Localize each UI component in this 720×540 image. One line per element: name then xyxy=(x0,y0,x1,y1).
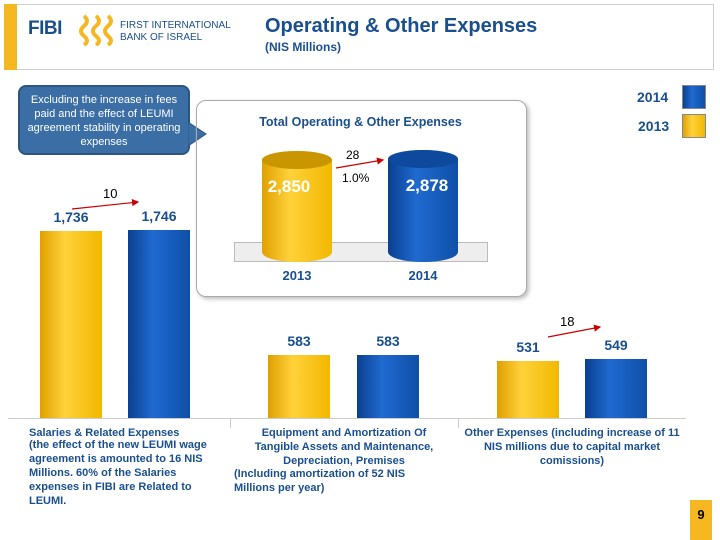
legend-label-2014: 2014 xyxy=(637,89,669,105)
cylinder-2013 xyxy=(262,150,332,262)
other-change-label: 18 xyxy=(560,314,575,329)
bar-value-label: 583 xyxy=(287,333,311,350)
salaries-change-label: 10 xyxy=(103,186,118,201)
total-expenses-panel xyxy=(196,100,527,297)
category-other: Other Expenses (including increase of 11… xyxy=(464,427,680,467)
logo: FIBI xyxy=(28,18,62,39)
cylinder-top xyxy=(262,150,332,169)
divider xyxy=(458,418,459,428)
legend-label-2013: 2013 xyxy=(638,118,670,134)
cylinder-year-label: 2013 xyxy=(282,268,312,283)
bar-2014-0 xyxy=(128,229,190,418)
header-accent-bar xyxy=(4,4,17,70)
total-chart-title: Total Operating & Other Expenses xyxy=(259,115,462,129)
callout-pointer xyxy=(188,121,207,147)
cylinder-value-label: 2,850 xyxy=(267,176,311,196)
total-change-pct: 1.0% xyxy=(342,171,370,185)
cylinder-top xyxy=(388,149,458,168)
callout-note: Excluding the increase in fees paid and … xyxy=(18,85,190,155)
total-change-arrow xyxy=(335,157,385,169)
note-equipment: (Including amortization of 52 NIS Millio… xyxy=(234,468,406,494)
page-number: 9 xyxy=(690,500,712,540)
bar-value-label: 1,746 xyxy=(141,207,177,224)
other-change-arrow xyxy=(547,324,602,338)
divider xyxy=(230,418,231,428)
cylinder-year-label: 2014 xyxy=(408,268,438,283)
cylinder-value-label: 2,878 xyxy=(405,175,449,195)
bank-name: FIRST INTERNATIONAL BANK OF ISRAEL xyxy=(120,20,231,44)
bar-2013-0 xyxy=(40,231,102,418)
note-salaries: (the effect of the new LEUMI wage agreem… xyxy=(29,439,207,507)
bank-name-line1: FIRST INTERNATIONAL xyxy=(120,20,231,31)
logo-waves-icon xyxy=(79,14,113,46)
bar-value-label: 549 xyxy=(604,336,628,353)
category-salaries: Salaries & Related Expenses xyxy=(29,427,180,439)
salaries-change-arrow xyxy=(71,199,140,210)
bar-2014-1 xyxy=(357,355,419,418)
bar-value-label: 583 xyxy=(376,333,400,350)
legend-swatch-2013 xyxy=(682,114,706,138)
page-title: Operating & Other Expenses xyxy=(265,15,538,37)
category-equipment: Equipment and Amortization Of Tangible A… xyxy=(254,427,434,467)
bar-2014-2 xyxy=(585,358,647,418)
bank-name-line2: BANK OF ISRAEL xyxy=(120,32,203,43)
cylinder-2014 xyxy=(388,149,458,262)
bar-2013-1 xyxy=(268,355,330,418)
bar-value-label: 1,736 xyxy=(53,209,89,226)
baseline xyxy=(8,418,686,419)
page-subtitle: (NIS Millions) xyxy=(265,40,341,54)
legend-swatch-2014 xyxy=(682,85,706,109)
bar-2013-2 xyxy=(497,360,559,418)
total-change-label: 28 xyxy=(346,148,360,162)
bar-value-label: 531 xyxy=(516,338,540,355)
